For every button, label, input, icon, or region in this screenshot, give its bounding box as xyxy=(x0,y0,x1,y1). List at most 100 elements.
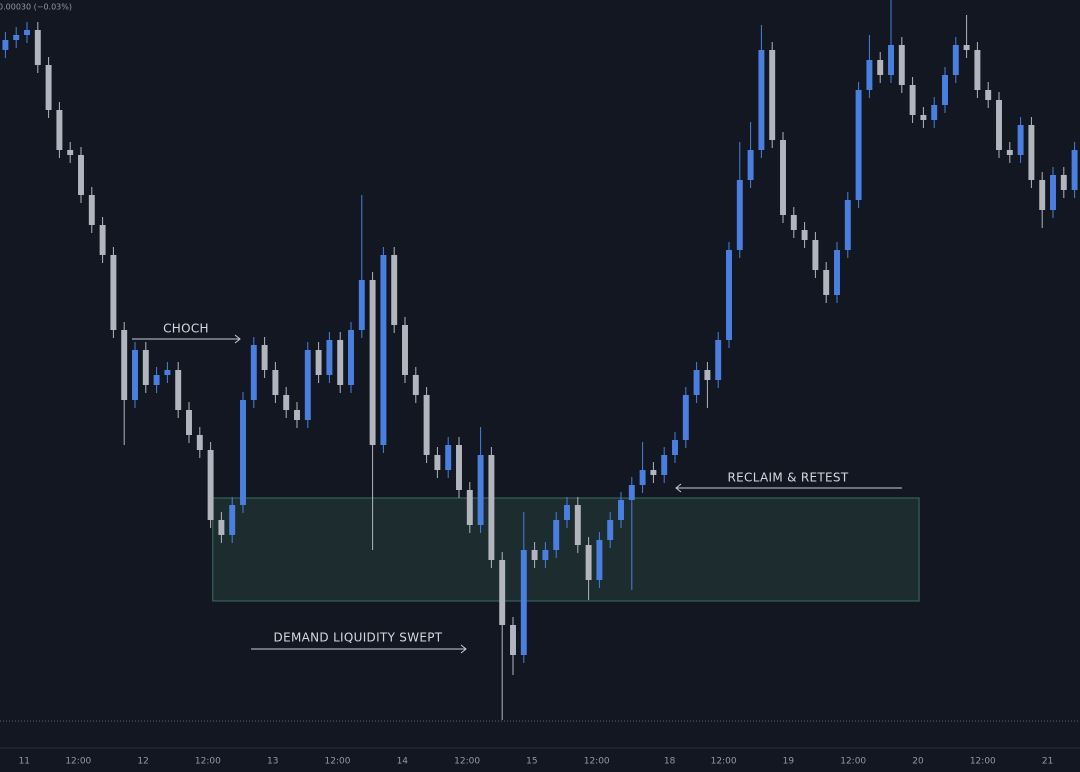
candle-body xyxy=(790,215,797,230)
arrow xyxy=(251,644,467,654)
candle-body xyxy=(196,435,203,450)
candle-body xyxy=(650,470,657,475)
candle-body xyxy=(877,60,884,75)
x-tick-label: 15 xyxy=(526,757,537,767)
x-tick-label: 21 xyxy=(1042,757,1053,767)
candle-body xyxy=(866,60,873,90)
x-tick-label: 13 xyxy=(267,757,278,767)
candle-body xyxy=(510,625,516,655)
candle-body xyxy=(844,200,851,250)
candle-body xyxy=(952,45,959,75)
candle-body xyxy=(142,350,149,385)
candle-body xyxy=(412,375,419,395)
candle-body xyxy=(931,105,938,120)
candle-body xyxy=(682,395,689,440)
candle-body xyxy=(477,455,484,525)
candles xyxy=(2,0,1078,720)
candle-body xyxy=(855,90,862,200)
candle-body xyxy=(164,370,171,375)
candle-body xyxy=(402,325,408,375)
candle-body xyxy=(736,180,743,250)
candle-body xyxy=(1006,150,1013,155)
candle-body xyxy=(1050,175,1056,210)
candle-body xyxy=(747,150,754,180)
candle-body xyxy=(585,545,592,580)
annotation-reclaim: RECLAIM & RETEST xyxy=(728,471,849,485)
annotation-choch: CHOCH xyxy=(163,322,209,336)
candle-body xyxy=(88,195,95,225)
candle-body xyxy=(564,505,570,520)
candle-body xyxy=(434,455,441,470)
candle-body xyxy=(596,540,603,580)
candle-body xyxy=(553,520,560,550)
candle-body xyxy=(769,50,776,140)
candle-body xyxy=(704,370,711,380)
candle-body xyxy=(499,560,506,625)
x-tick-label: 12:00 xyxy=(584,757,610,767)
candle-body xyxy=(823,270,830,295)
candle-body xyxy=(283,395,290,410)
candle-body xyxy=(974,50,981,90)
candle-body xyxy=(898,45,905,85)
x-tick-label: 12:00 xyxy=(195,757,221,767)
candle-body xyxy=(834,250,840,295)
header-change: 0.00030 (−0.03%) xyxy=(0,3,72,12)
candle-body xyxy=(726,250,732,340)
x-tick-label: 12:00 xyxy=(454,757,480,767)
x-tick-label: 20 xyxy=(912,757,924,767)
candle-body xyxy=(639,470,646,485)
candle-body xyxy=(45,65,52,110)
arrow xyxy=(132,334,241,344)
candle-body xyxy=(445,445,452,470)
candle-body xyxy=(56,110,63,150)
candle-body xyxy=(315,350,322,375)
x-tick-label: 14 xyxy=(397,757,409,767)
candle-body xyxy=(229,505,236,535)
candle-body xyxy=(78,155,84,195)
arrow xyxy=(675,483,902,493)
candle-body xyxy=(520,550,527,655)
candle-body xyxy=(304,350,311,420)
candle-body xyxy=(607,520,614,540)
candle-body xyxy=(920,115,927,120)
candle-body xyxy=(380,255,387,445)
candle-body xyxy=(672,440,678,455)
candle-body xyxy=(67,150,74,155)
x-tick-label: 12:00 xyxy=(65,757,91,767)
candle-body xyxy=(661,455,668,475)
candle-body xyxy=(423,395,430,455)
candle-body xyxy=(693,370,700,395)
candle-body xyxy=(153,375,160,385)
candle-body xyxy=(34,30,41,65)
candle-body xyxy=(618,500,624,520)
candle-body xyxy=(1028,125,1035,180)
candle-body xyxy=(99,225,106,255)
candle-body xyxy=(942,75,948,105)
candle-body xyxy=(348,330,354,385)
x-tick-label: 18 xyxy=(664,757,676,767)
candle-body xyxy=(337,340,344,385)
candle-body xyxy=(780,140,786,215)
x-tick-label: 12:00 xyxy=(840,757,866,767)
x-tick-label: 11 xyxy=(19,757,30,767)
candle-body xyxy=(186,410,192,435)
x-tick-label: 12 xyxy=(137,757,148,767)
candle-body xyxy=(456,445,462,490)
candle-body xyxy=(2,40,9,50)
candle-body xyxy=(250,345,257,400)
candle-body xyxy=(1060,175,1067,190)
candle-body xyxy=(909,85,916,115)
candle-body xyxy=(1017,125,1024,155)
candle-body xyxy=(574,505,581,545)
x-tick-label: 12:00 xyxy=(711,757,737,767)
candle-body xyxy=(24,30,30,35)
candle-body xyxy=(801,230,808,240)
candle-body xyxy=(391,255,398,325)
candle-body xyxy=(888,45,894,75)
candle-body xyxy=(369,280,376,445)
annotation-sweep: DEMAND LIQUIDITY SWEPT xyxy=(274,631,443,645)
candle-body xyxy=(261,345,268,370)
candle-body xyxy=(531,550,538,560)
